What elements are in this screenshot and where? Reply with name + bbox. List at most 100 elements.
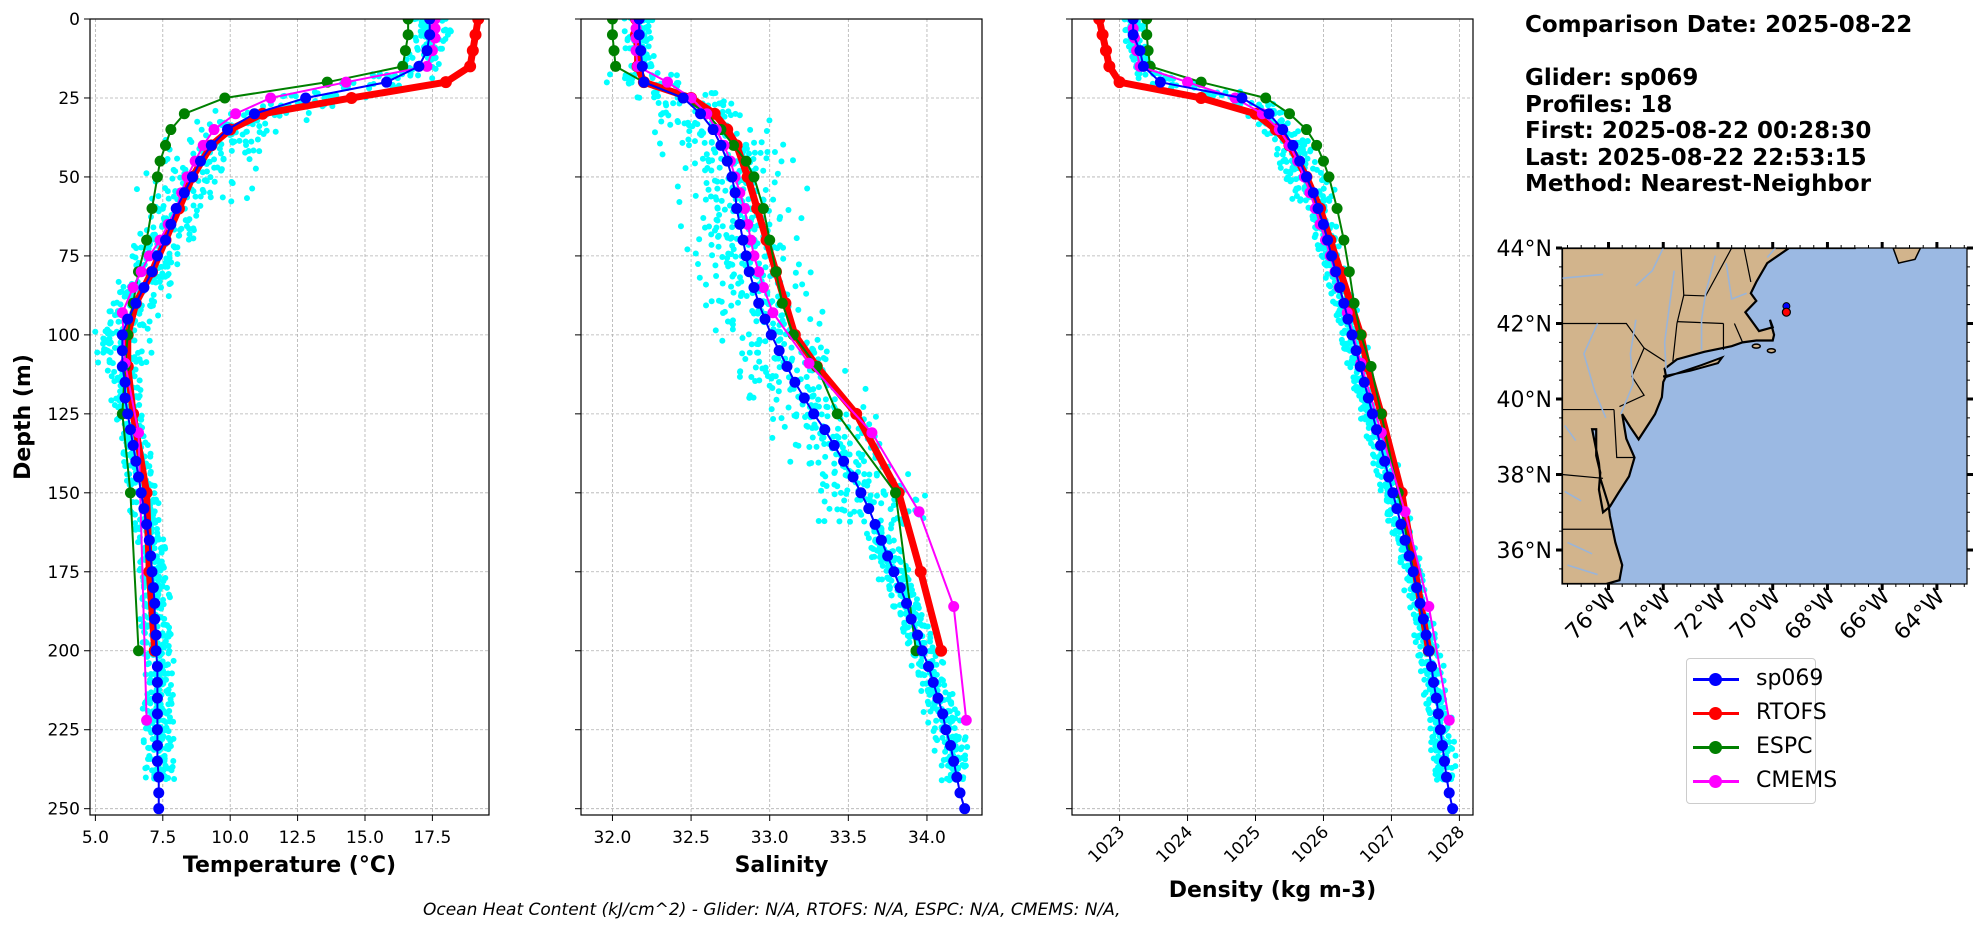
glider-location-marker xyxy=(1781,307,1791,317)
glider-profile-point xyxy=(132,526,139,533)
legend-item-cmems: CMEMS xyxy=(1687,764,1837,798)
glider-profile-point xyxy=(822,396,829,403)
glider-profile-point xyxy=(798,215,805,222)
glider-profile-point xyxy=(684,246,691,253)
glider-profile-point xyxy=(1134,70,1141,77)
glider-profile-point xyxy=(1326,262,1333,269)
glider-profile-point xyxy=(705,186,712,193)
glider-profile-point xyxy=(243,128,250,135)
glider-profile-point xyxy=(272,128,279,135)
glider-profile-point xyxy=(764,149,771,156)
glider-profile-point xyxy=(812,402,819,409)
glider-profile-point xyxy=(1311,159,1318,166)
glider-profile-point xyxy=(779,317,786,324)
glider-profile-point xyxy=(1433,747,1440,754)
espc-marker xyxy=(610,60,622,72)
glider-profile-point xyxy=(167,696,174,703)
glider-profile-point xyxy=(885,575,892,582)
glider-profile-point xyxy=(905,471,912,478)
glider-profile-point xyxy=(1297,196,1304,203)
glider-profile-point xyxy=(120,283,127,290)
sp069-marker xyxy=(927,676,939,688)
glider-profile-point xyxy=(135,539,142,546)
nova-scotia xyxy=(1892,248,1922,264)
x-tick-label: 7.5 xyxy=(149,828,176,848)
glider-profile-point xyxy=(170,243,177,250)
sp069-marker xyxy=(753,297,765,309)
glider-profile-point xyxy=(815,396,822,403)
cmems-marker xyxy=(753,266,765,278)
glider-profile-point xyxy=(1405,577,1412,584)
glider-profile-point xyxy=(819,308,826,315)
state-border xyxy=(1562,322,1645,408)
espc-marker xyxy=(1141,19,1153,25)
glider-profile-point xyxy=(136,392,143,399)
glider-profile-point xyxy=(140,737,147,744)
cmems-marker xyxy=(866,427,878,439)
river xyxy=(1620,319,1637,415)
glider-profile-point xyxy=(651,94,658,101)
glider-profile-point xyxy=(789,157,796,164)
glider-profile-point xyxy=(242,138,249,145)
glider-profile-point xyxy=(822,356,829,363)
river xyxy=(1635,248,1664,287)
sp069-marker xyxy=(1307,187,1319,199)
glider-profile-point xyxy=(929,705,936,712)
sp069-marker xyxy=(923,661,935,673)
glider-profile-point xyxy=(841,497,848,504)
glider-profile-point xyxy=(702,281,709,288)
sp069-marker xyxy=(1330,266,1342,278)
glider-profile-point xyxy=(138,360,145,367)
sp069-marker xyxy=(740,250,752,262)
sp069-marker xyxy=(1395,518,1407,530)
glider-profile-point xyxy=(807,269,814,276)
glider-profile-point xyxy=(148,349,155,356)
glider-profile-point xyxy=(668,71,675,78)
legend-label: sp069 xyxy=(1756,666,1824,691)
glider-profile-point xyxy=(263,127,270,134)
sp069-marker xyxy=(633,29,645,41)
sp069-marker xyxy=(1300,171,1312,183)
glider-profile-point xyxy=(654,69,661,76)
glider-profile-point xyxy=(207,189,214,196)
sp069-marker xyxy=(300,92,312,104)
glider-profile-point xyxy=(151,490,158,497)
glider-profile-point xyxy=(924,698,931,705)
series-sp069 xyxy=(116,19,436,815)
glider-profile-point xyxy=(1412,639,1419,646)
glider-profile-point xyxy=(417,28,424,35)
sp069-marker xyxy=(789,376,801,388)
y-tick-label: 50 xyxy=(58,168,80,188)
sp069-marker xyxy=(1287,139,1299,151)
glider-profile-point xyxy=(761,253,768,260)
sp069-marker xyxy=(146,566,158,578)
glider-profile-point xyxy=(174,155,181,162)
glider-profile-point xyxy=(143,170,150,177)
glider-profile-point xyxy=(165,701,172,708)
glider-profile-point xyxy=(803,290,810,297)
glider-profile-point xyxy=(764,373,771,380)
glider-profile-point xyxy=(836,518,843,525)
glider-profile-point xyxy=(199,169,206,176)
sp069-marker xyxy=(1370,424,1382,436)
cmems-marker xyxy=(739,203,751,215)
espc-marker xyxy=(1311,139,1323,151)
glider-profile-point xyxy=(94,349,101,356)
espc-marker xyxy=(728,139,740,151)
glider-profile-point xyxy=(1325,195,1332,202)
glider-profile-point xyxy=(243,195,250,202)
sp069-marker xyxy=(1362,392,1374,404)
glider-profile-point xyxy=(809,434,816,441)
cmems-marker xyxy=(685,92,697,104)
glider-profile-point xyxy=(719,310,726,317)
rtofs-marker xyxy=(464,60,477,73)
glider-profile-point xyxy=(748,214,755,221)
glider-profile-point xyxy=(1435,764,1442,771)
glider-profile-point xyxy=(725,250,732,257)
espc-marker xyxy=(831,408,843,420)
state-border xyxy=(1743,248,1752,283)
glider-profile-point xyxy=(712,262,719,269)
glider-profile-point xyxy=(1430,755,1437,762)
series-cmems xyxy=(1127,19,1455,726)
glider-profile-point xyxy=(207,194,214,201)
